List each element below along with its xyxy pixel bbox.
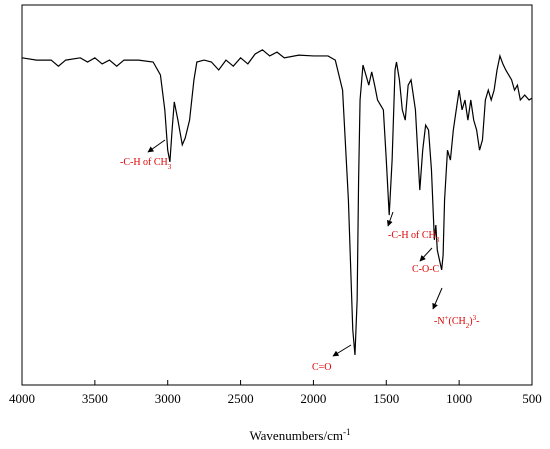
annotation: -N+(CH2)3- [434,314,479,330]
annotation: C-O-C [412,264,440,275]
annotation-part: C-O-C [412,264,440,275]
annotation: -C-H of CH3 [120,157,172,171]
x-tick-label: 3000 [155,391,181,406]
annotation-part: -C-H of CH [388,230,436,241]
plot-frame [21,4,533,386]
x-tick-label: 4000 [9,391,35,406]
annotation-part: 3 [168,163,172,171]
x-axis-label-part: Wavenumbers/cm [249,428,343,443]
spectrum-line [21,49,533,356]
x-tick-label: 1500 [373,391,399,406]
annotation-arrow [332,344,352,357]
x-tick-label: 2500 [228,391,254,406]
annotation-part: - [476,316,479,327]
annotation-part: -C-H of CH [120,157,168,168]
annotation-part: 3 [473,314,477,322]
annotation-part: ) [469,316,472,327]
annotation: C=O [312,362,332,373]
annotation-part: -N [434,316,445,327]
annotation-arrow [432,287,443,310]
annotation-part: 3 [436,236,440,244]
annotation-arrow [147,139,166,153]
annotation-part: (CH [449,316,466,327]
x-tick-label: 2000 [300,391,326,406]
annotation-arrow [419,247,433,262]
x-axis-label-part: -1 [343,427,351,437]
x-axis-label: Wavenumbers/cm-1 [249,427,350,443]
x-tick-label: 1000 [446,391,472,406]
x-tick-label: 500 [522,391,542,406]
annotation-arrow [386,211,394,227]
annotation: -C-H of CH3 [388,230,440,244]
x-tick-label: 3500 [82,391,108,406]
annotation-part: C=O [312,362,332,373]
annotation-part: + [445,314,449,322]
annotation-part: 2 [466,322,470,330]
